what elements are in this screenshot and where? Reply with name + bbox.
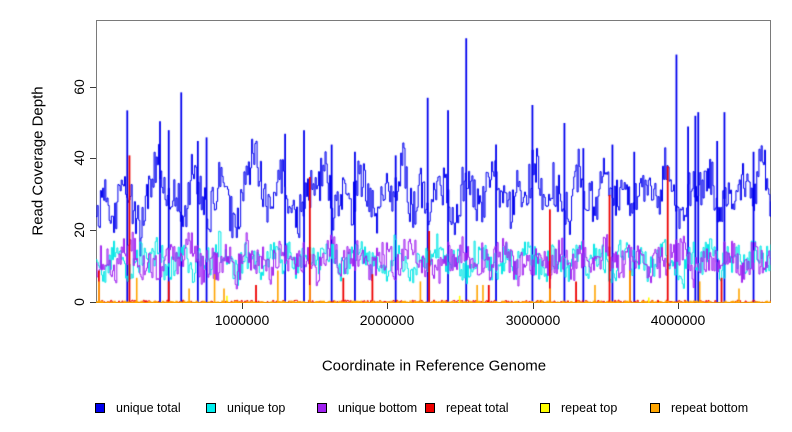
- repeat-total-swatch-icon: [425, 403, 435, 413]
- legend-item-unique-total: unique total: [95, 401, 181, 415]
- legend-label: repeat bottom: [671, 401, 749, 415]
- legend-item-repeat-bottom: repeat bottom: [650, 401, 748, 415]
- legend-item-repeat-total: repeat total: [425, 401, 509, 415]
- unique-total-swatch-icon: [95, 403, 105, 413]
- plot-canvas: [96, 20, 771, 303]
- legend-label: repeat top: [561, 401, 618, 415]
- y-tick-label: 0: [71, 298, 87, 306]
- unique-top-swatch-icon: [206, 403, 216, 413]
- x-tick-mark: [533, 303, 534, 309]
- y-tick-mark: [90, 158, 96, 159]
- y-tick-mark: [90, 302, 96, 303]
- x-tick-mark: [387, 303, 388, 309]
- repeat-top-swatch-icon: [540, 403, 550, 413]
- legend-item-repeat-top: repeat top: [540, 401, 617, 415]
- legend-item-unique-top: unique top: [206, 401, 285, 415]
- legend-label: unique top: [227, 401, 286, 415]
- x-tick-label: 2000000: [359, 312, 415, 328]
- x-tick-label: 4000000: [650, 312, 706, 328]
- legend-label: unique bottom: [338, 401, 418, 415]
- x-tick-mark: [678, 303, 679, 309]
- y-tick-label: 20: [71, 222, 87, 238]
- unique-bottom-swatch-icon: [317, 403, 327, 413]
- x-tick-label: 1000000: [214, 312, 270, 328]
- y-tick-mark: [90, 87, 96, 88]
- repeat-bottom-swatch-icon: [650, 403, 660, 413]
- y-axis-title: Read Coverage Depth: [29, 86, 47, 236]
- legend-label: unique total: [116, 401, 181, 415]
- y-tick-label: 60: [71, 79, 87, 95]
- x-tick-label: 3000000: [505, 312, 561, 328]
- legend-item-unique-bottom: unique bottom: [317, 401, 417, 415]
- x-axis-title: Coordinate in Reference Genome: [321, 357, 547, 375]
- x-tick-mark: [242, 303, 243, 309]
- legend-label: repeat total: [446, 401, 509, 415]
- y-tick-label: 40: [71, 150, 87, 166]
- y-tick-mark: [90, 230, 96, 231]
